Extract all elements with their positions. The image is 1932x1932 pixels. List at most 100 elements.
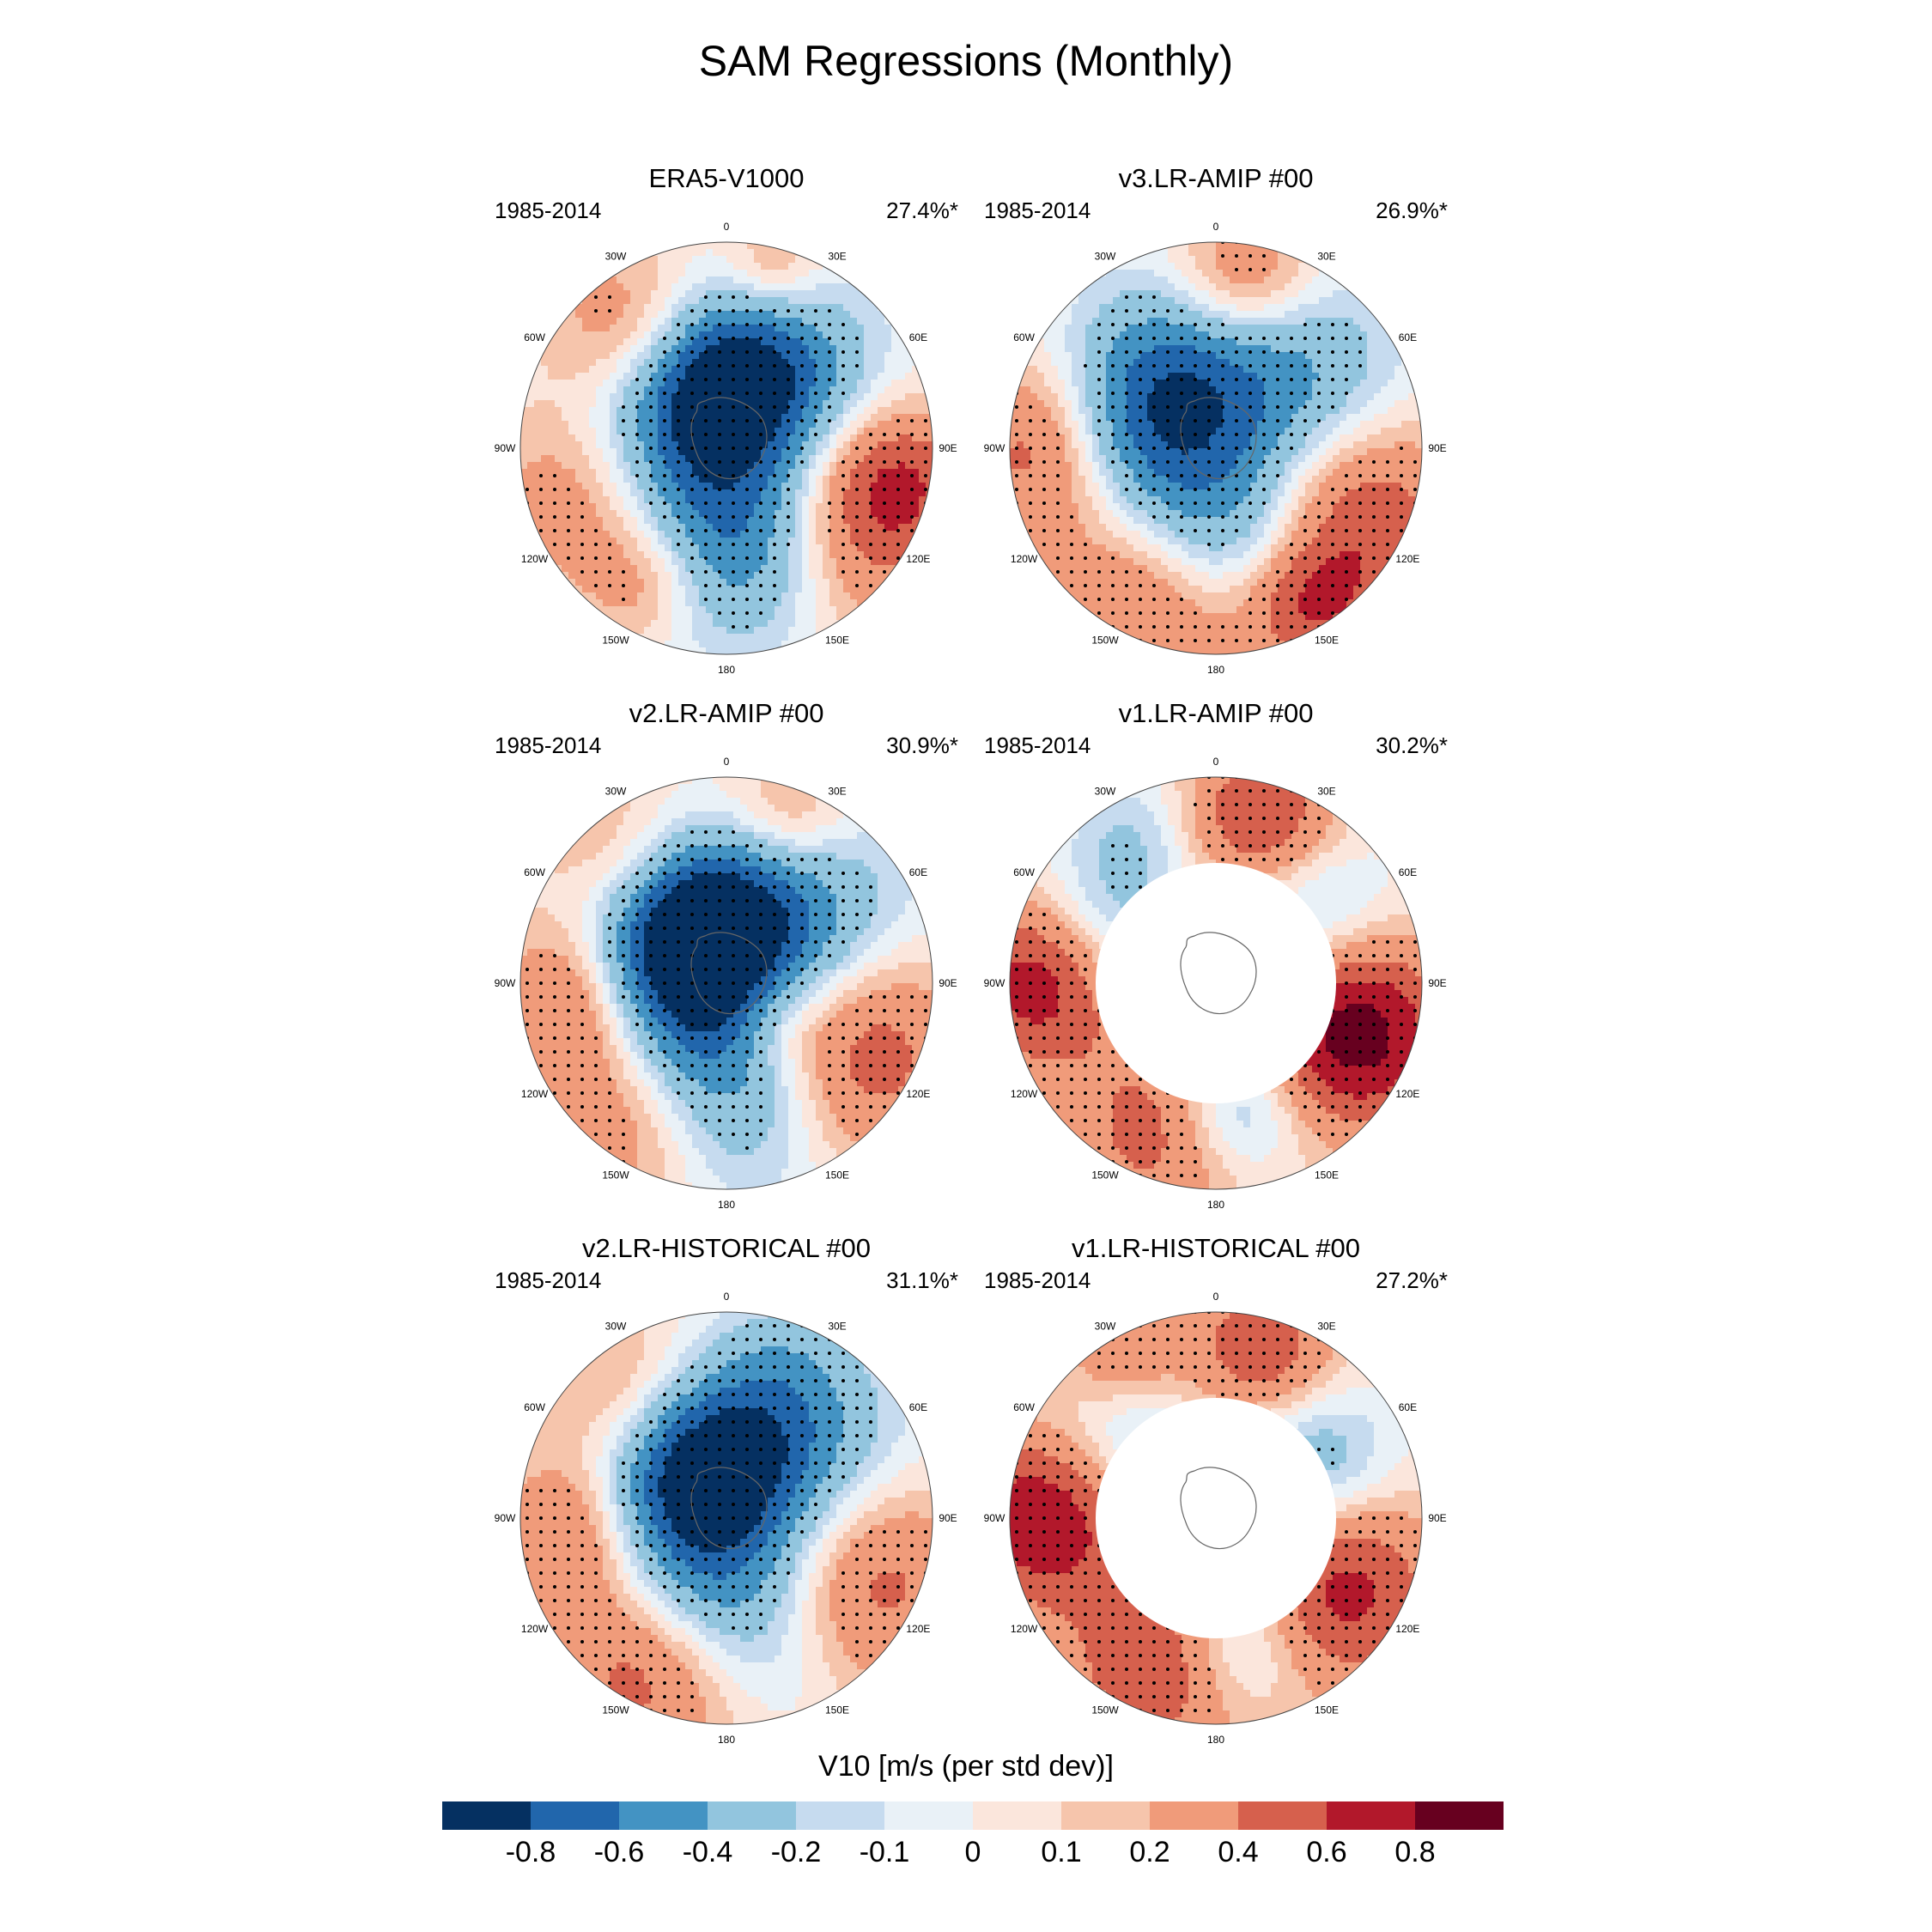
regression-field xyxy=(1010,242,1422,654)
longitude-label: 60E xyxy=(909,331,927,343)
longitude-label: 60E xyxy=(909,866,927,878)
longitude-label: 0 xyxy=(1213,756,1219,768)
panel-variance-percent: 26.9%* xyxy=(1376,197,1448,224)
longitude-label: 90W xyxy=(984,442,1005,454)
colorbar-swatch xyxy=(973,1801,1061,1830)
panel-period: 1985-2014 xyxy=(984,1267,1091,1294)
longitude-label: 60E xyxy=(1399,866,1417,878)
panel-period: 1985-2014 xyxy=(984,197,1091,224)
longitude-label: 150E xyxy=(1315,1704,1339,1716)
longitude-label: 90E xyxy=(939,1512,957,1524)
longitude-label: 90W xyxy=(984,1512,1005,1524)
map-panel: v2.LR-HISTORICAL #00 1985-2014 31.1%* 0 3… xyxy=(486,1233,967,1759)
antarctica-outline xyxy=(690,1467,768,1550)
antarctica-outline xyxy=(690,932,768,1015)
antarctica-outline xyxy=(690,397,768,480)
longitude-label: 120W xyxy=(1011,1088,1038,1100)
colorbar-swatch xyxy=(1327,1801,1415,1830)
longitude-label: 150W xyxy=(602,1704,629,1716)
longitude-label: 120W xyxy=(521,1088,549,1100)
map-boundary xyxy=(519,776,933,1190)
regression-field xyxy=(520,1312,933,1724)
panel-title: v1.LR-AMIP #00 xyxy=(975,698,1456,729)
panel-title: v2.LR-AMIP #00 xyxy=(486,698,967,729)
panel-period: 1985-2014 xyxy=(984,732,1091,759)
longitude-label: 60W xyxy=(1013,866,1035,878)
map-panel: v3.LR-AMIP #00 1985-2014 26.9%* 0 30E 60E 9… xyxy=(975,163,1456,689)
regression-field xyxy=(520,242,933,654)
polar-map: 0 30E 60E 90E 120E 150E 180 150W 120W 90W 60W 30W xyxy=(495,1291,957,1746)
polar-map: 0 30E 60E 90E 120E 150E 180 150W 120W 90W 60W 30W xyxy=(495,756,957,1211)
panel-variance-percent: 30.9%* xyxy=(886,732,958,759)
longitude-label: 120E xyxy=(906,1623,930,1635)
longitude-label: 180 xyxy=(1207,664,1224,676)
longitude-label: 150W xyxy=(602,1169,629,1181)
map-boundary xyxy=(1009,1311,1423,1725)
longitude-label: 30E xyxy=(1317,786,1335,798)
colorbar xyxy=(442,1801,1504,1830)
map-panel: v1.LR-HISTORICAL #00 1985-2014 27.2%* 0 3… xyxy=(975,1233,1456,1759)
regression-field xyxy=(520,777,933,1189)
longitude-label: 150W xyxy=(1091,634,1119,646)
longitude-label: 150W xyxy=(1091,1704,1119,1716)
colorbar-tick-label: -0.4 xyxy=(683,1836,733,1869)
antarctica-outline xyxy=(1180,397,1257,480)
longitude-label: 90E xyxy=(1428,442,1446,454)
longitude-label: 0 xyxy=(1213,221,1219,233)
polar-map: 0 30E 60E 90E 120E 150E 180 150W 120W 90W 60W 30W xyxy=(984,1291,1447,1746)
polar-map: 0 30E 60E 90E 120E 150E 180 150W 120W 90W 60W 30W xyxy=(984,221,1447,676)
longitude-label: 30E xyxy=(828,251,846,263)
longitude-label: 120E xyxy=(1395,1623,1419,1635)
longitude-label: 90W xyxy=(495,442,516,454)
map-boundary xyxy=(519,1311,933,1725)
colorbar-swatch xyxy=(1415,1801,1504,1830)
longitude-label: 120W xyxy=(1011,1623,1038,1635)
longitude-label: 0 xyxy=(724,756,730,768)
map-boundary xyxy=(1009,776,1423,1190)
colorbar-tick-label: -0.1 xyxy=(860,1836,910,1869)
colorbar-tick-label: 0.8 xyxy=(1394,1836,1435,1869)
polar-map: 0 30E 60E 90E 120E 150E 180 150W 120W 90W 60W 30W xyxy=(984,756,1447,1211)
antarctica-outline xyxy=(1180,932,1257,1015)
colorbar-swatch xyxy=(884,1801,973,1830)
longitude-label: 30E xyxy=(1317,1321,1335,1333)
colorbar-tick-label: -0.2 xyxy=(771,1836,822,1869)
longitude-label: 0 xyxy=(724,1291,730,1303)
longitude-label: 180 xyxy=(1207,1199,1224,1211)
longitude-label: 150E xyxy=(1315,634,1339,646)
longitude-label: 150W xyxy=(1091,1169,1119,1181)
longitude-label: 30W xyxy=(605,251,627,263)
panel-variance-percent: 27.4%* xyxy=(886,197,958,224)
longitude-label: 60E xyxy=(909,1401,927,1413)
panel-title: v3.LR-AMIP #00 xyxy=(975,163,1456,194)
longitude-label: 30W xyxy=(1095,1321,1116,1333)
panel-period: 1985-2014 xyxy=(495,732,601,759)
longitude-label: 30W xyxy=(605,786,627,798)
longitude-label: 180 xyxy=(718,1199,735,1211)
regression-field xyxy=(1010,1312,1422,1724)
colorbar-swatch xyxy=(1061,1801,1150,1830)
longitude-label: 180 xyxy=(718,664,735,676)
regression-field xyxy=(1010,777,1422,1189)
longitude-label: 90E xyxy=(939,442,957,454)
panel-variance-percent: 27.2%* xyxy=(1376,1267,1448,1294)
polar-map: 0 30E 60E 90E 120E 150E 180 150W 120W 90W 60W 30W xyxy=(495,221,957,676)
longitude-label: 120W xyxy=(521,553,549,565)
panel-period: 1985-2014 xyxy=(495,1267,601,1294)
map-panel: v2.LR-AMIP #00 1985-2014 30.9%* 0 30E 60E 9… xyxy=(486,698,967,1224)
land-mask xyxy=(1096,863,1336,1103)
longitude-label: 0 xyxy=(1213,1291,1219,1303)
colorbar-swatch xyxy=(1150,1801,1238,1830)
longitude-label: 30E xyxy=(828,1321,846,1333)
longitude-label: 30W xyxy=(1095,786,1116,798)
map-boundary xyxy=(519,241,933,655)
colorbar-tick-label: 0.1 xyxy=(1041,1836,1081,1869)
colorbar-tick-label: 0.4 xyxy=(1218,1836,1258,1869)
longitude-label: 150E xyxy=(825,634,849,646)
colorbar-tick-label: 0.2 xyxy=(1129,1836,1170,1869)
longitude-label: 30W xyxy=(605,1321,627,1333)
longitude-label: 30W xyxy=(1095,251,1116,263)
panel-variance-percent: 31.1%* xyxy=(886,1267,958,1294)
colorbar-swatch xyxy=(708,1801,796,1830)
longitude-label: 60E xyxy=(1399,331,1417,343)
